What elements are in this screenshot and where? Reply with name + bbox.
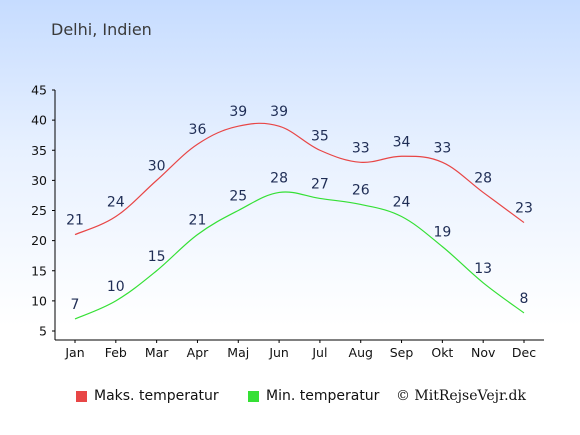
data-label-max: 21 [66, 213, 84, 229]
x-tick-label: Nov [471, 345, 496, 360]
y-tick-label: 15 [31, 263, 47, 278]
x-tick-label: Mar [145, 345, 169, 360]
data-label-max: 33 [433, 140, 451, 156]
data-label-min: 15 [148, 249, 166, 265]
data-label-max: 36 [189, 122, 207, 138]
data-label-max: 24 [107, 195, 125, 211]
data-label-min: 28 [270, 170, 288, 186]
data-label-max: 35 [311, 128, 329, 144]
data-label-max: 23 [515, 201, 533, 217]
y-tick-label: 35 [31, 143, 47, 158]
data-label-min: 7 [71, 297, 80, 313]
data-label-min: 21 [189, 213, 207, 229]
y-tick-label: 10 [31, 293, 47, 308]
data-label-min: 27 [311, 176, 329, 192]
x-tick-label: Sep [390, 345, 414, 360]
data-label-max: 39 [229, 104, 247, 120]
data-label-min: 13 [474, 261, 492, 277]
data-label-min: 19 [433, 225, 451, 241]
legend-max-label: Maks. temperatur [94, 388, 219, 404]
data-label-max: 34 [393, 134, 411, 150]
data-label-min: 8 [520, 291, 529, 307]
legend-min: Min. temperatur [248, 388, 379, 404]
data-label-min: 10 [107, 279, 125, 295]
x-tick-label: Jul [311, 345, 327, 360]
series-line-min [74, 191, 525, 320]
legend-max-swatch [76, 390, 87, 402]
x-tick-label: Feb [105, 345, 127, 360]
data-label-min: 24 [393, 195, 411, 211]
x-tick-label: Dec [512, 345, 536, 360]
x-tick-label: Maj [227, 345, 249, 360]
x-tick-label: Aug [349, 345, 373, 360]
data-label-max: 39 [270, 104, 288, 120]
data-label-max: 33 [352, 140, 370, 156]
x-tick-label: Okt [431, 345, 453, 360]
legend-max: Maks. temperatur [76, 388, 219, 404]
y-tick-label: 30 [31, 173, 47, 188]
x-tick-label: Jun [268, 345, 289, 360]
data-label-max: 30 [148, 158, 166, 174]
series-line-max [74, 122, 525, 236]
data-label-min: 25 [229, 189, 247, 205]
data-label-max: 28 [474, 170, 492, 186]
y-tick-label: 40 [31, 113, 47, 128]
copyright-text: © MitRejseVejr.dk [395, 388, 526, 404]
y-tick-label: 45 [31, 83, 47, 98]
legend-min-swatch [248, 390, 259, 402]
y-tick-label: 20 [31, 233, 47, 248]
chart-title: Delhi, Indien [51, 20, 152, 39]
x-tick-label: Apr [187, 345, 209, 360]
legend-min-label: Min. temperatur [266, 388, 380, 404]
y-tick-label: 5 [39, 324, 47, 339]
x-tick-label: Jan [64, 345, 84, 360]
y-tick-label: 25 [31, 203, 47, 218]
data-label-min: 26 [352, 182, 370, 198]
